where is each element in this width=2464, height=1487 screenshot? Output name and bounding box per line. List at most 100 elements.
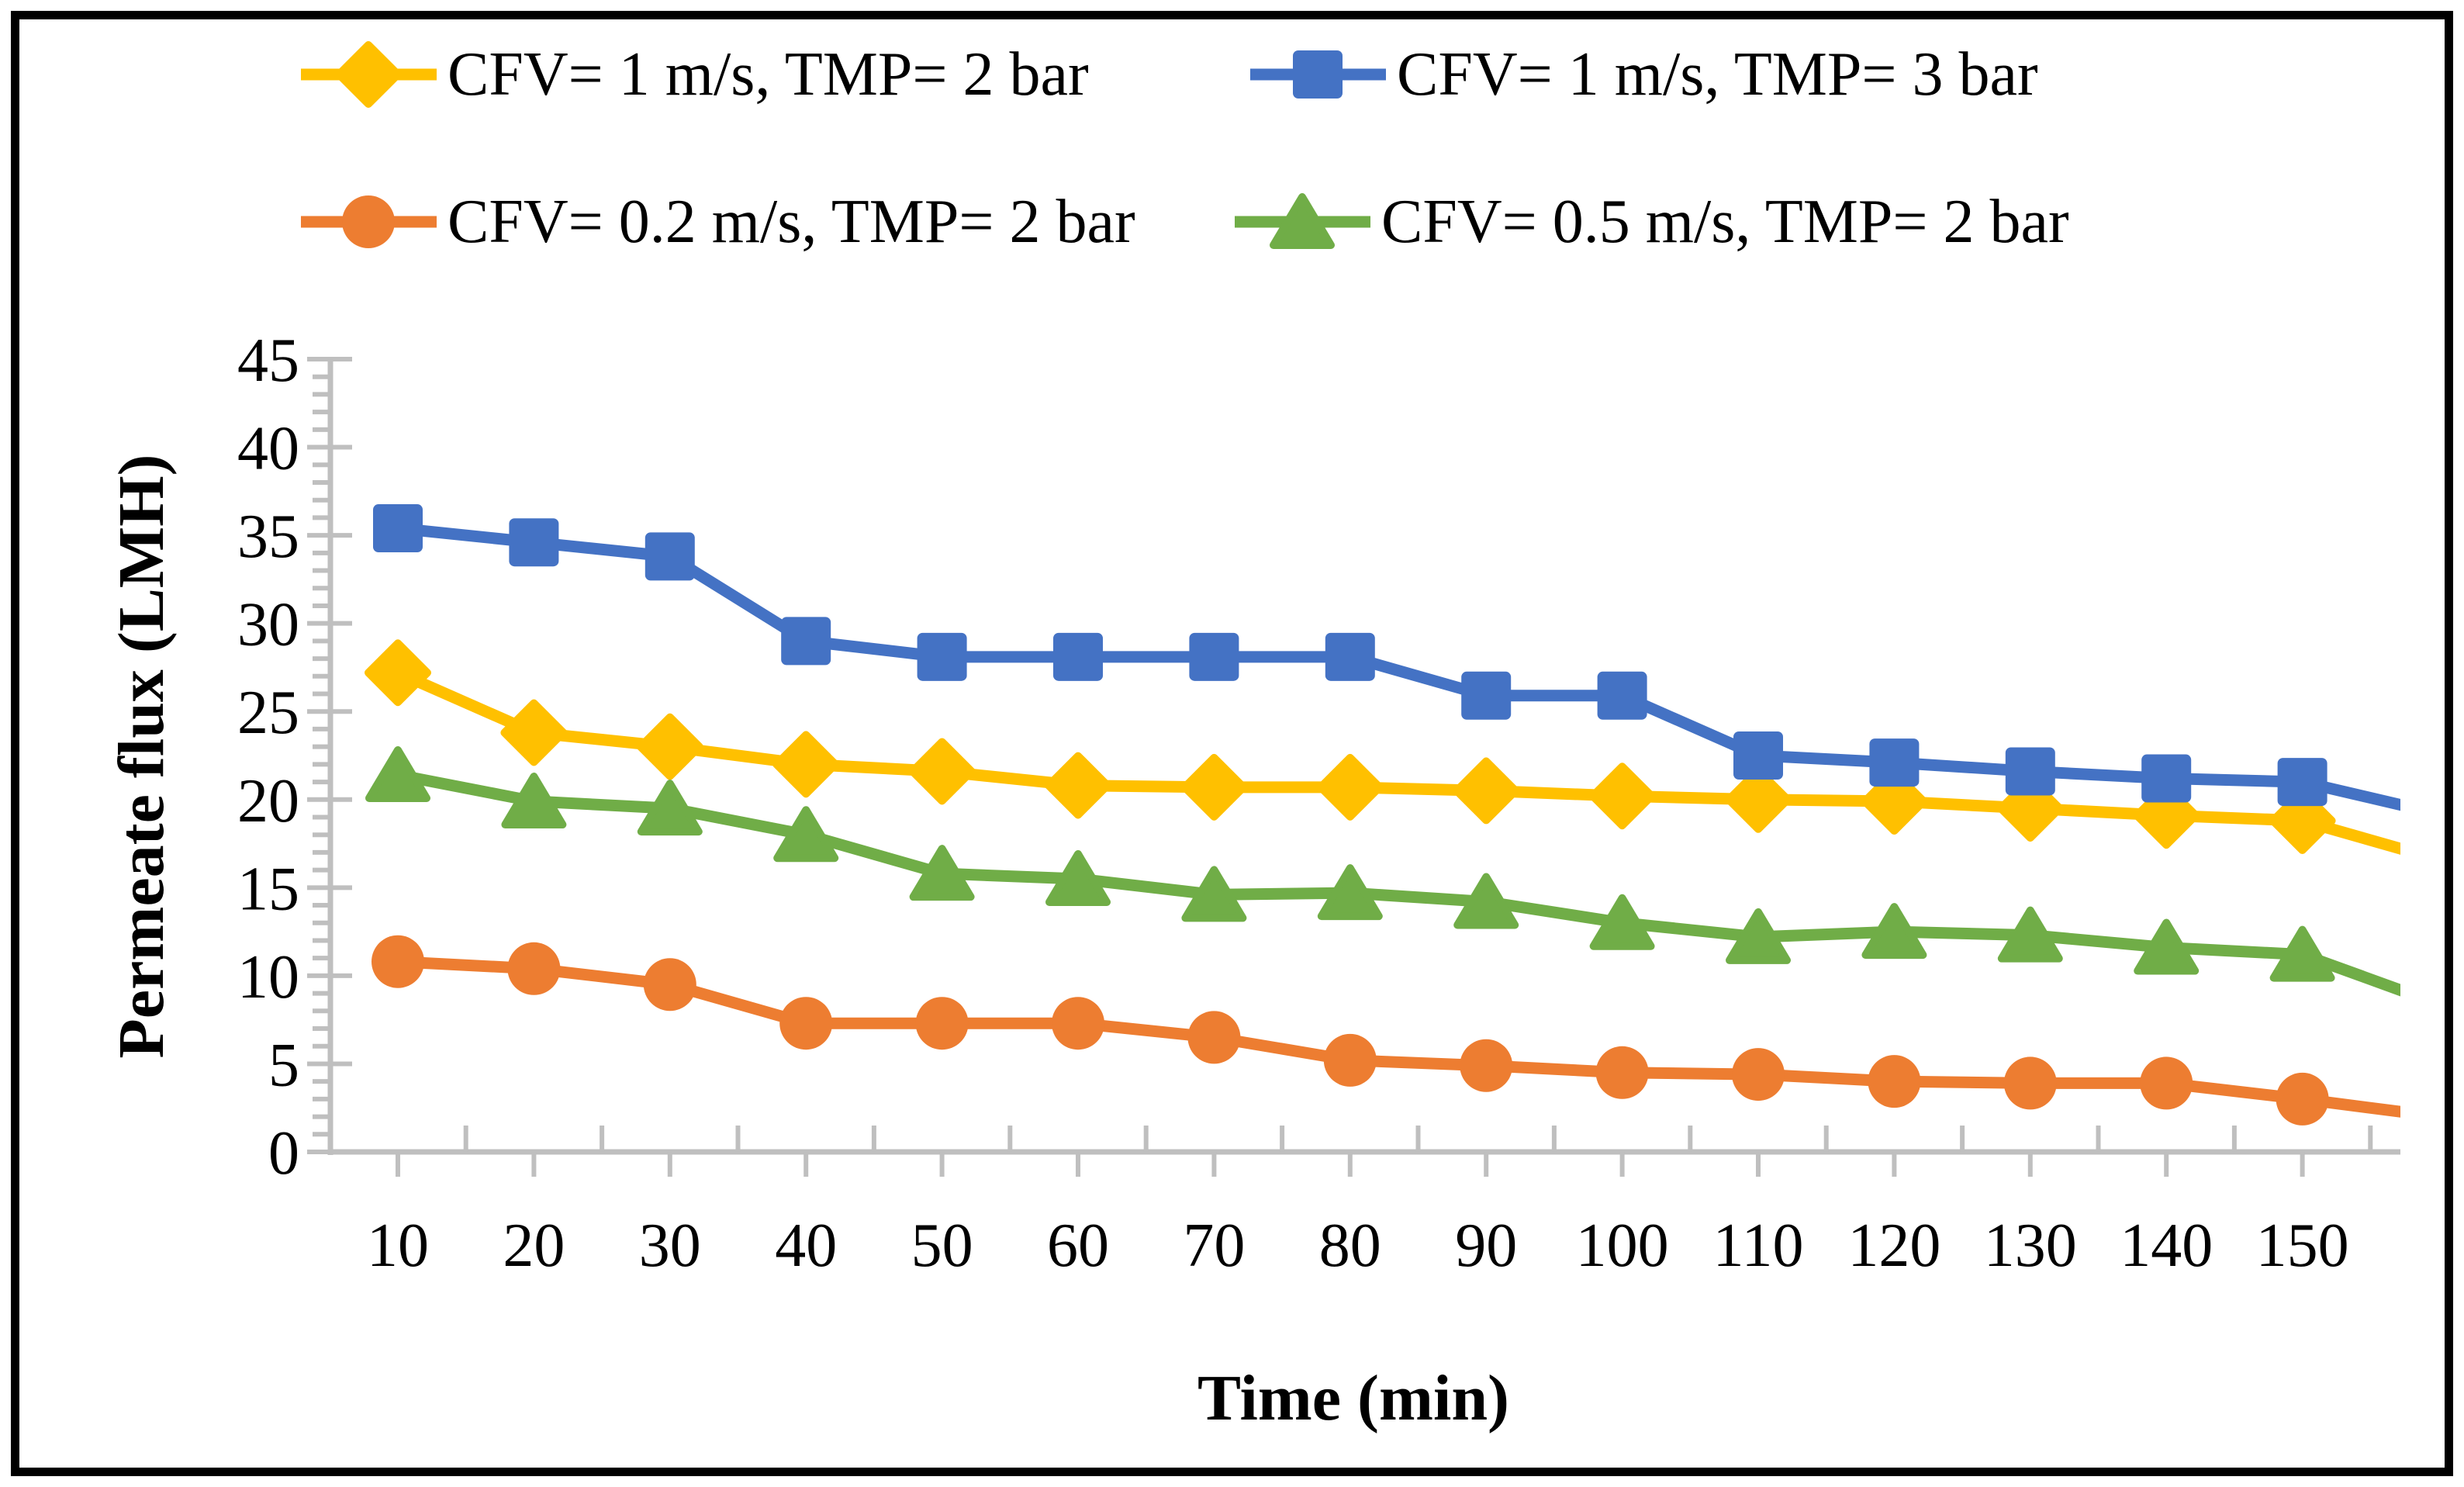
x-tick-label: 30 [639, 1212, 701, 1280]
legend-item-3: CFV= 0.5 m/s, TMP= 2 bar [1235, 185, 2069, 259]
triangle-marker-3-8 [1453, 873, 1519, 929]
triangle-marker-3-14 [2269, 925, 2335, 982]
triangle-marker-3-6 [1181, 866, 1247, 922]
y-tick-label: 5 [268, 1031, 299, 1099]
circle-marker-2-3 [779, 997, 833, 1050]
square-marker-1-14 [2277, 758, 2327, 807]
diamond-marker-0-9 [1588, 763, 1656, 830]
square-marker-1-6 [1189, 632, 1239, 681]
legend-label: CFV= 1 m/s, TMP= 3 bar [1397, 40, 2038, 109]
series-line-3 [392, 769, 2400, 997]
circle-marker-2-12 [2003, 1056, 2057, 1110]
diamond-marker-0-5 [1045, 752, 1111, 819]
x-tick-label: 50 [911, 1212, 973, 1280]
series-line-2 [392, 956, 2400, 1118]
x-tick-label: 90 [1455, 1212, 1517, 1280]
diamond-marker-0-2 [636, 713, 703, 780]
triangle-marker-3-10 [1726, 908, 1791, 964]
legend-item-2: CFV= 0.2 m/s, TMP= 2 bar [301, 185, 1135, 259]
triangle-marker-3-12 [1997, 906, 2063, 963]
square-marker-legend-1 [1293, 50, 1343, 99]
triangle-marker-3-1 [501, 773, 567, 829]
y-tick-label: 30 [237, 591, 299, 659]
diamond-marker-0-0 [365, 639, 431, 707]
chart-legend: CFV= 1 m/s, TMP= 2 bar CFV= 1 m/s, TMP= 3… [0, 0, 2464, 310]
square-marker-1-13 [2141, 754, 2192, 803]
diamond-marker-0-7 [1316, 753, 1384, 821]
legend-label: CFV= 0.2 m/s, TMP= 2 bar [448, 188, 1135, 256]
triangle-marker-3-7 [1317, 864, 1383, 921]
diamond-marker-0-14 [2269, 787, 2336, 855]
diamond-marker-0-6 [1180, 753, 1248, 821]
circle-marker-2-13 [2140, 1056, 2193, 1110]
square-marker-1-0 [373, 504, 423, 553]
legend-item-0: CFV= 1 m/s, TMP= 2 bar [301, 37, 1089, 112]
x-tick-label: 10 [367, 1212, 429, 1280]
x-tick-label: 150 [2256, 1212, 2349, 1280]
legend-marker-icon [1250, 50, 1386, 99]
y-tick-label: 15 [237, 855, 299, 923]
x-tick-label: 140 [2120, 1212, 2213, 1280]
square-marker-1-2 [645, 532, 695, 581]
triangle-marker-3-5 [1045, 849, 1111, 906]
x-tick-label: 110 [1712, 1212, 1803, 1280]
x-tick-label: 70 [1183, 1212, 1245, 1280]
diamond-marker-0-1 [500, 699, 568, 766]
square-marker-1-10 [1733, 731, 1783, 780]
triangle-marker-3-13 [2134, 918, 2200, 975]
y-tick-label: 10 [237, 943, 299, 1012]
y-tick-label: 25 [237, 679, 299, 747]
y-tick-label: 20 [237, 767, 299, 835]
circle-marker-2-0 [372, 935, 424, 988]
y-tick-label: 45 [237, 327, 299, 395]
x-axis-title: Time (min) [1197, 1362, 1509, 1434]
diamond-marker-0-8 [1453, 757, 1520, 825]
legend-marker-icon [301, 41, 437, 108]
x-tick-label: 130 [1984, 1212, 2077, 1280]
series-line-1 [392, 522, 2400, 811]
legend-marker-icon [1235, 193, 1370, 249]
y-axis-title: Permeate flux (LMH) [105, 454, 178, 1058]
square-marker-1-11 [1869, 738, 1920, 787]
square-marker-1-5 [1053, 632, 1103, 681]
x-tick-label: 20 [503, 1212, 565, 1280]
legend-item-1: CFV= 1 m/s, TMP= 3 bar [1250, 37, 2038, 112]
diamond-marker-0-11 [1861, 768, 1928, 835]
triangle-marker-3-3 [773, 806, 839, 863]
square-marker-1-12 [2005, 747, 2055, 796]
diamond-marker-0-3 [772, 731, 840, 798]
square-marker-1-7 [1325, 632, 1375, 681]
square-marker-1-8 [1461, 671, 1512, 720]
circle-marker-2-1 [507, 942, 561, 995]
circle-marker-2-4 [915, 997, 969, 1050]
y-tick-label: 0 [268, 1119, 299, 1188]
circle-marker-2-7 [1323, 1033, 1377, 1087]
square-marker-1-4 [917, 632, 967, 681]
triangle-marker-3-9 [1589, 894, 1655, 950]
legend-marker-icon [301, 195, 437, 248]
x-tick-label: 100 [1576, 1212, 1669, 1280]
circle-marker-legend-2 [342, 195, 395, 248]
triangle-marker-3-2 [637, 780, 703, 836]
triangle-marker-3-4 [909, 845, 975, 901]
square-marker-1-3 [781, 617, 831, 666]
triangle-marker-3-11 [1861, 903, 1927, 960]
legend-label: CFV= 1 m/s, TMP= 2 bar [448, 40, 1089, 109]
circle-marker-2-10 [1732, 1048, 1785, 1101]
circle-marker-2-6 [1187, 1011, 1241, 1064]
x-tick-label: 40 [775, 1212, 837, 1280]
diamond-marker-0-10 [1725, 766, 1792, 833]
circle-marker-2-2 [643, 958, 696, 1012]
diamond-marker-0-4 [908, 738, 976, 805]
x-tick-label: 80 [1319, 1212, 1381, 1280]
circle-marker-2-9 [1595, 1046, 1649, 1099]
x-tick-label: 120 [1847, 1212, 1940, 1280]
legend-label: CFV= 0.5 m/s, TMP= 2 bar [1381, 188, 2069, 256]
circle-marker-2-8 [1460, 1039, 1513, 1092]
series-line-0 [392, 666, 2400, 855]
square-marker-1-9 [1597, 671, 1647, 720]
diamond-marker-legend-0 [335, 41, 402, 108]
circle-marker-2-11 [1868, 1055, 1921, 1108]
y-tick-label: 40 [237, 415, 299, 483]
